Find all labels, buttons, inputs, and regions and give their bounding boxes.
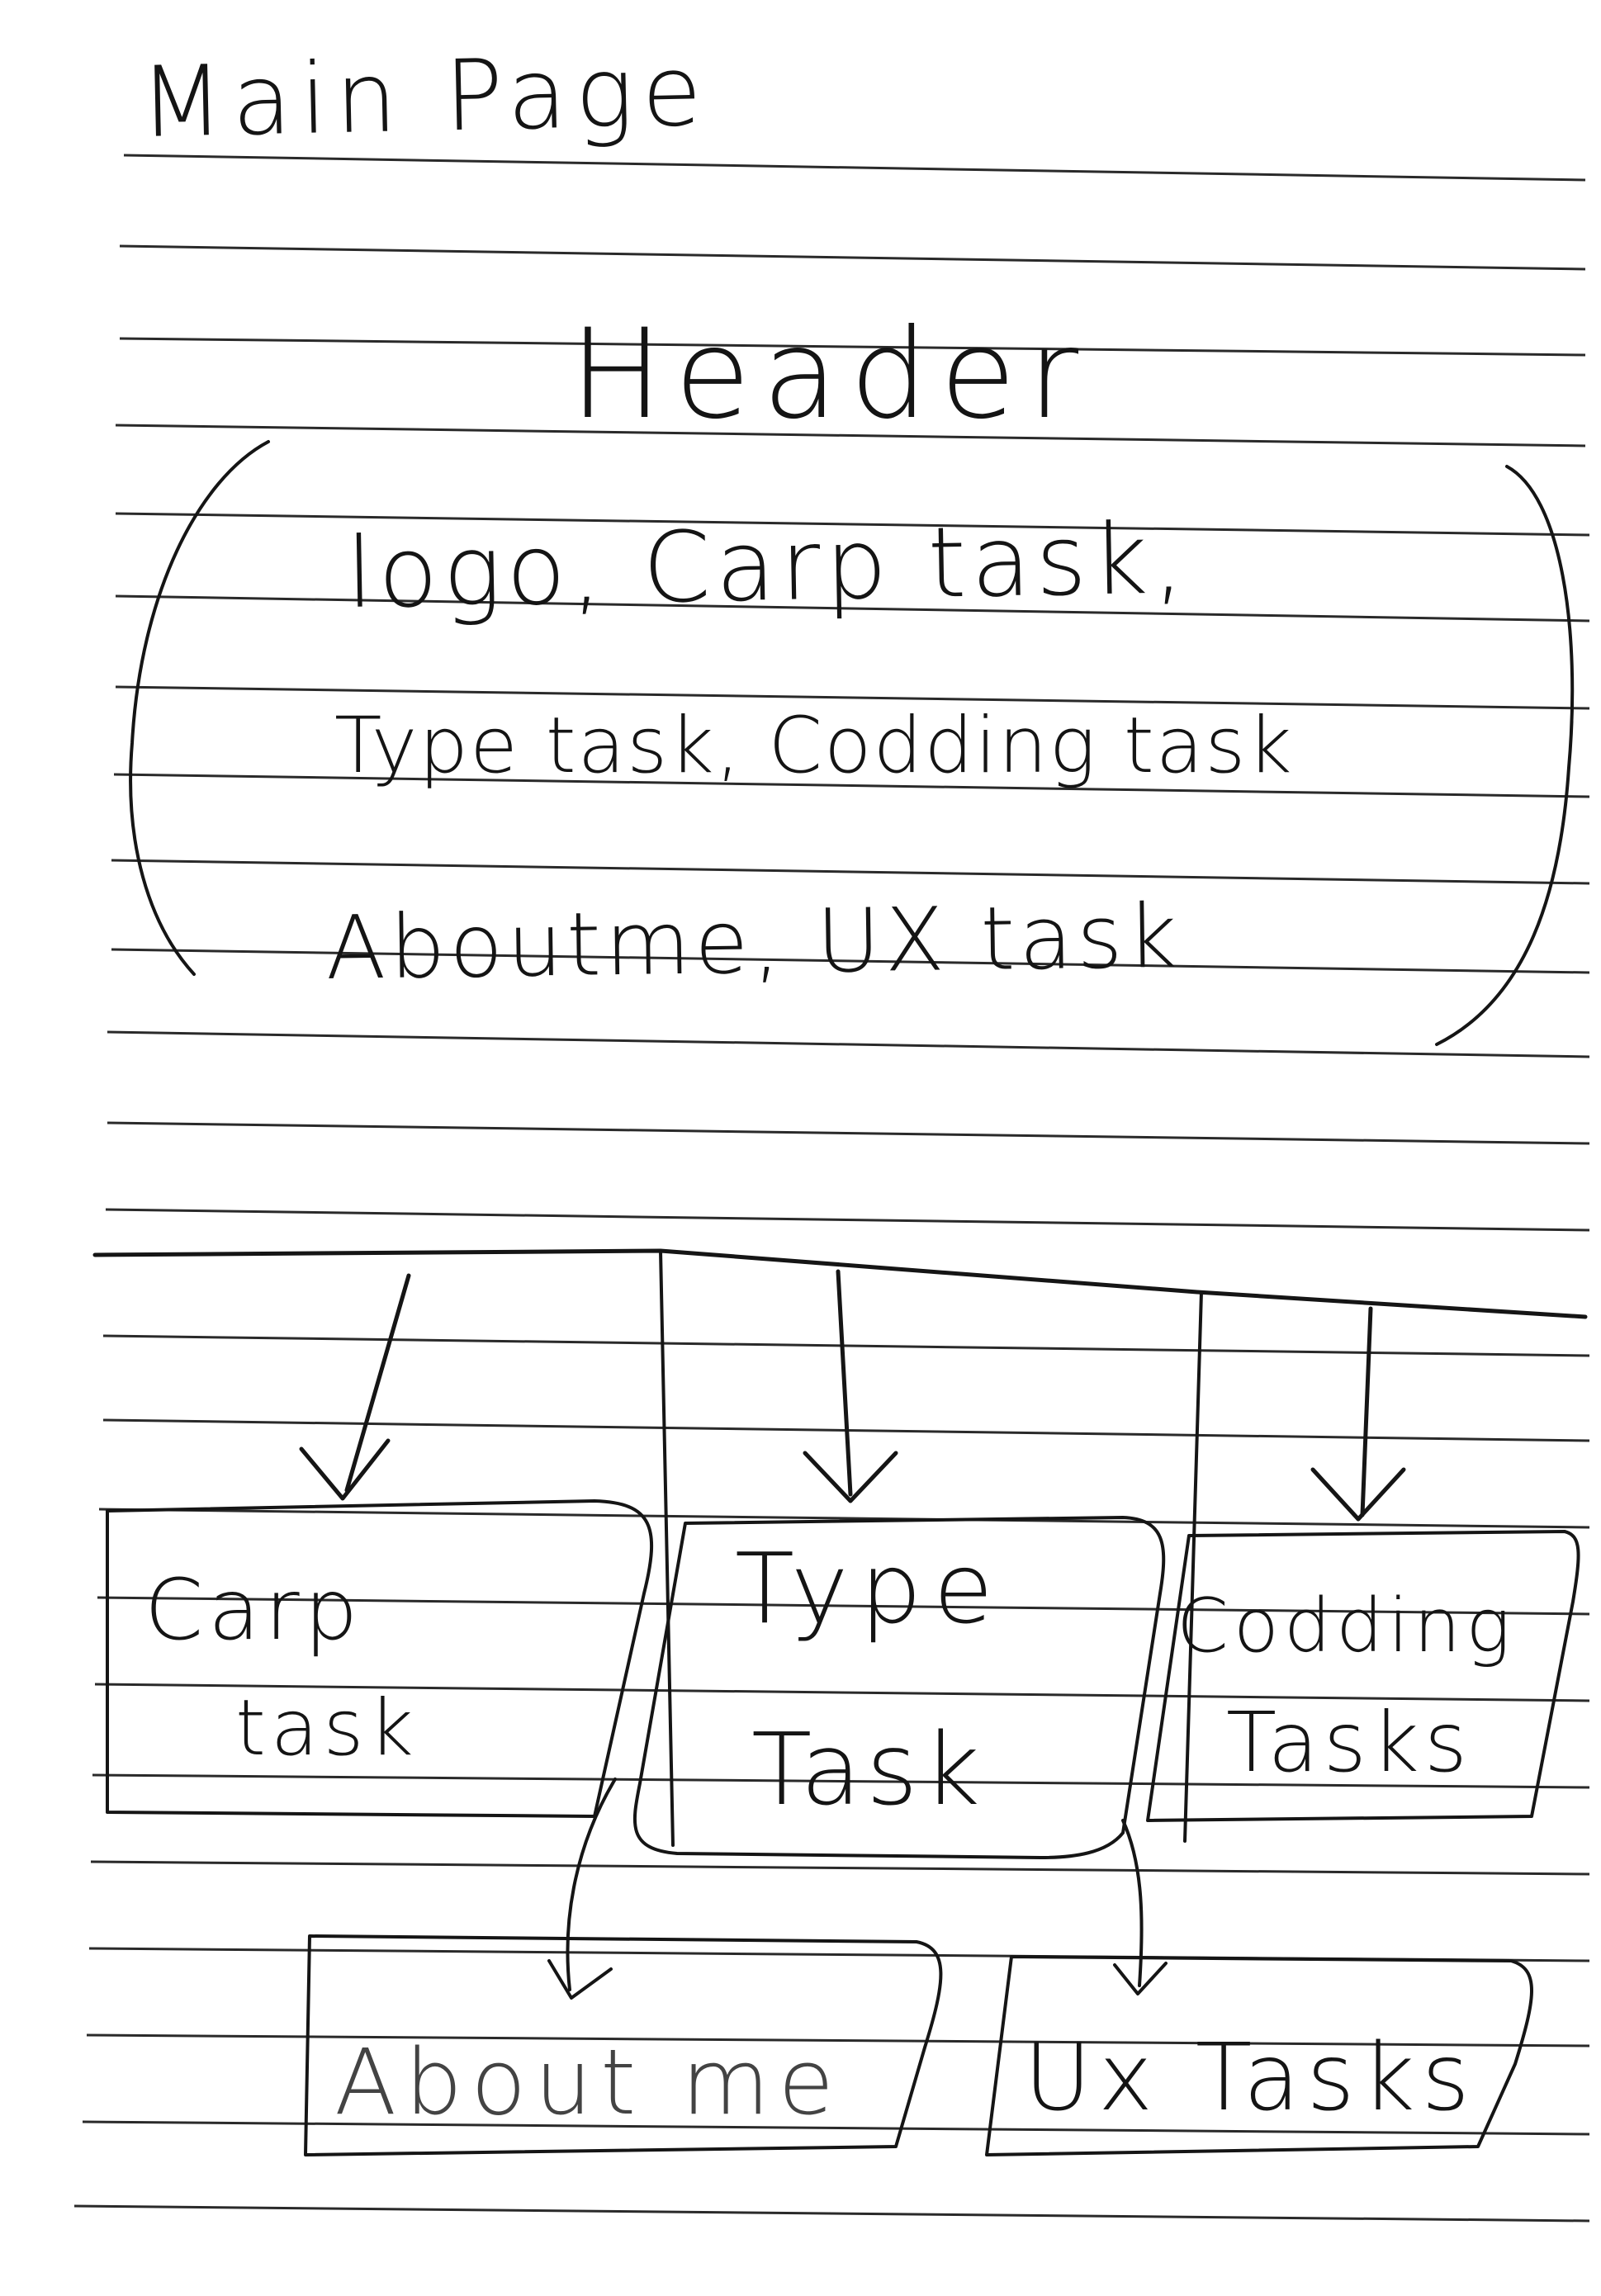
type-task-label-line-2: Task bbox=[751, 1713, 985, 1828]
left-brace bbox=[129, 440, 270, 976]
about-me-box[interactable]: About me bbox=[304, 1934, 943, 2156]
ux-tasks-label: Ux Tasks bbox=[1024, 2024, 1476, 2132]
page-title: Main Page bbox=[139, 34, 712, 159]
codding-tasks-box[interactable]: Codding Tasks bbox=[1146, 1530, 1580, 1822]
about-me-label: About me bbox=[334, 2029, 842, 2135]
codding-tasks-label-line-2: Tasks bbox=[1226, 1694, 1472, 1791]
ruled-lines bbox=[73, 154, 1590, 2223]
header-contents-line-1: logo, Carp task, bbox=[345, 501, 1190, 630]
header-title: Header bbox=[570, 303, 1090, 447]
divider-line-2 bbox=[1183, 1290, 1203, 1843]
header-contents-line-2: Type task, Codding task bbox=[334, 701, 1294, 791]
carp-task-label-line-1: Carp bbox=[144, 1561, 362, 1659]
divider-line-1 bbox=[659, 1249, 675, 1847]
codding-tasks-label-line-1: Codding bbox=[1177, 1583, 1515, 1669]
header-contents-line-3: Aboutme, UX task bbox=[325, 886, 1182, 999]
right-brace bbox=[1435, 465, 1575, 1046]
header-navigation-bar bbox=[92, 1248, 1588, 1319]
ux-tasks-box[interactable]: Ux Tasks bbox=[985, 1955, 1533, 2156]
arrow-to-type-task bbox=[803, 1269, 898, 1503]
arrow-to-ux-tasks bbox=[1113, 1819, 1168, 1995]
type-task-box[interactable]: Type Task bbox=[632, 1516, 1166, 1859]
type-task-label-line-1: Type bbox=[735, 1531, 1005, 1645]
arrow-to-codding-tasks bbox=[1310, 1306, 1406, 1522]
arrow-to-about-me bbox=[547, 1778, 617, 2000]
arrow-to-carp-task bbox=[299, 1273, 411, 1501]
carp-task-box[interactable]: Carp task bbox=[106, 1499, 654, 1818]
carp-task-label-line-2: task bbox=[235, 1683, 419, 1773]
